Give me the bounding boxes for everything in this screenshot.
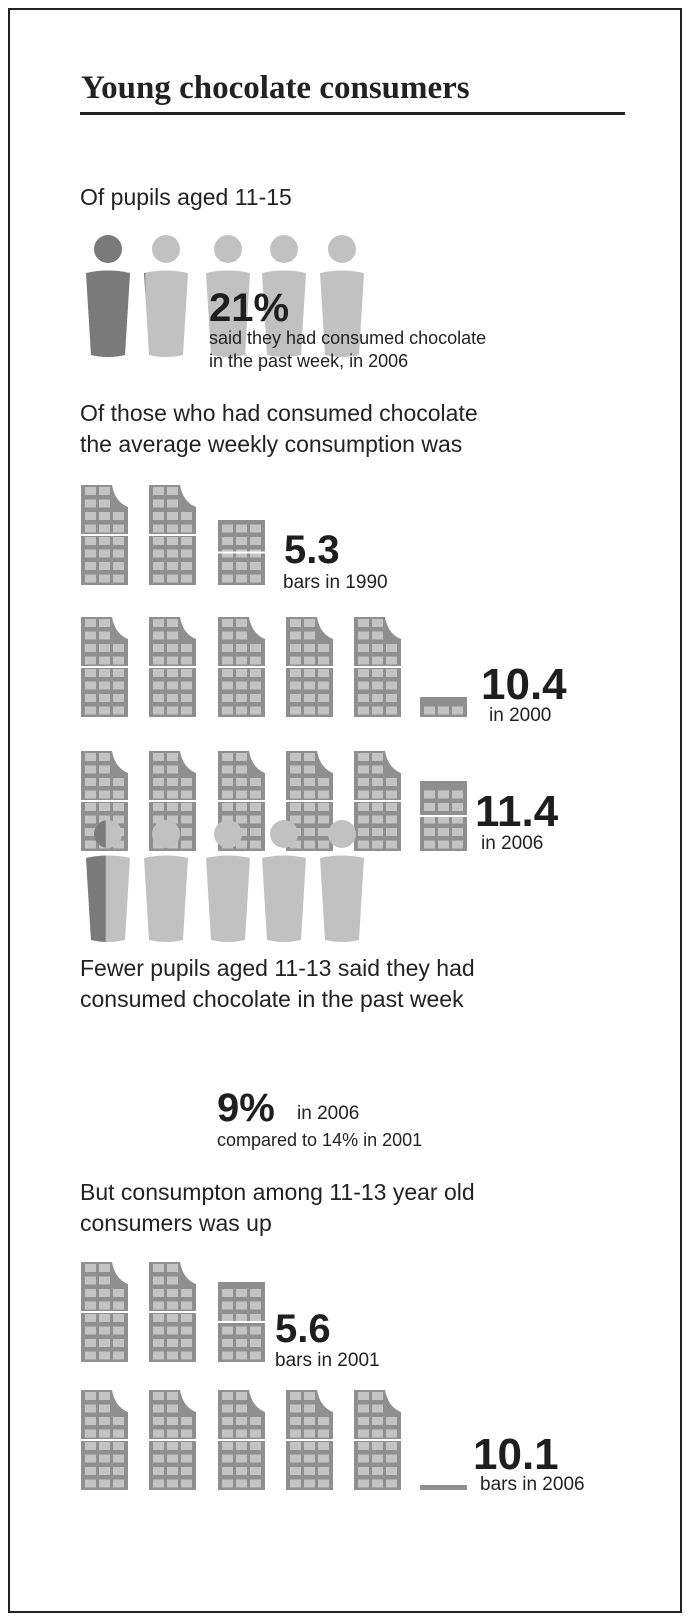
avg-11-15-row2-chocolate-bar-icon-6: [420, 697, 467, 717]
share-value-11-13: 9%: [217, 1086, 275, 1130]
avg-11-15-row3-chocolate-bar-icon-5: [354, 751, 401, 851]
share-caption-11-15-line1: said they had consumed chocolate: [209, 328, 487, 348]
pupils-11-13-person-icon-1: [86, 820, 130, 942]
value-2006-11-13: 10.1: [473, 1430, 559, 1479]
value-1990: 5.3: [284, 528, 340, 572]
caption-2000: in 2000: [489, 705, 552, 726]
title-underline: [80, 112, 625, 115]
avg-11-13-row2-chocolate-bar-icon-3: [218, 1390, 265, 1490]
avg-11-13-row1-chocolate-bar-icon-1: [81, 1262, 128, 1362]
avg-11-13-row2-chocolate-bar-icon-1: [81, 1390, 128, 1490]
consumption-up-intro-line2: consumers was up: [80, 1210, 272, 1236]
share-value-11-15: 21%: [209, 286, 290, 330]
intro-pupils-11-13-line2: consumed chocolate in the past week: [80, 986, 464, 1012]
avg-11-13-row2-chocolate-bar-icon-4: [286, 1390, 333, 1490]
pupils-11-13-person-icon-2: [144, 820, 188, 942]
average-intro-line1: Of those who had consumed chocolate: [80, 400, 478, 426]
avg-11-13-row1-chocolate-bar-icon-2: [149, 1262, 196, 1362]
infographic-frame: [8, 8, 682, 1613]
pupils-11-13-person-icon-3: [206, 820, 250, 942]
pupils-11-15-person-icon-4: [262, 235, 306, 357]
value-2006: 11.4: [475, 787, 559, 836]
intro-pupils-11-13-line1: Fewer pupils aged 11-13 said they had: [80, 955, 475, 981]
avg-11-13-row1-chocolate-bar-icon-3: [218, 1282, 265, 1362]
avg-11-15-row2-chocolate-bar-icon-4: [286, 617, 333, 717]
avg-11-15-row2-chocolate-bar-icon-2: [149, 617, 196, 717]
avg-11-15-row2-chocolate-bar-icon-3: [218, 617, 265, 717]
intro-pupils-11-15: Of pupils aged 11-15: [80, 184, 292, 210]
caption-1990: bars in 1990: [283, 572, 388, 593]
pupils-11-15-person-icon-1: [86, 235, 130, 357]
avg-11-15-row2-chocolate-bar-icon-1: [81, 617, 128, 717]
average-intro-line2: the average weekly consumption was: [80, 431, 463, 457]
avg-11-15-row1-chocolate-bar-icon-2: [149, 485, 196, 585]
caption-2001: bars in 2001: [275, 1350, 380, 1371]
avg-11-15-row1-chocolate-bar-icon-3: [218, 520, 265, 585]
pupils-11-13-person-icon-5: [320, 820, 364, 942]
avg-11-15-row2-chocolate-bar-icon-5: [354, 617, 401, 717]
value-2001: 5.6: [275, 1307, 331, 1351]
share-caption-11-15-line2: in the past week, in 2006: [209, 351, 409, 371]
page-title: Young chocolate consumers: [81, 70, 470, 106]
value-2000: 10.4: [481, 660, 567, 709]
pupils-11-15-person-icon-2: [144, 235, 188, 357]
share-caption-11-13: compared to 14% in 2001: [217, 1130, 423, 1150]
pupils-11-15-person-icon-5: [320, 235, 364, 357]
avg-11-13-row2-chocolate-bar-icon-2: [149, 1390, 196, 1490]
pupils-11-15-person-icon-3: [206, 235, 250, 357]
caption-2006-11-13: bars in 2006: [480, 1474, 585, 1495]
avg-11-13-row2-chocolate-bar-icon-6: [420, 1485, 467, 1490]
caption-2006: in 2006: [481, 833, 544, 854]
avg-11-13-row2-chocolate-bar-icon-5: [354, 1390, 401, 1490]
avg-11-15-row1-chocolate-bar-icon-1: [81, 485, 128, 585]
avg-11-15-row3-chocolate-bar-icon-6: [420, 781, 467, 851]
pupils-11-13-person-icon-4: [262, 820, 306, 942]
share-suffix-11-13: in 2006: [297, 1103, 360, 1124]
consumption-up-intro-line1: But consumpton among 11-13 year old: [80, 1179, 475, 1205]
